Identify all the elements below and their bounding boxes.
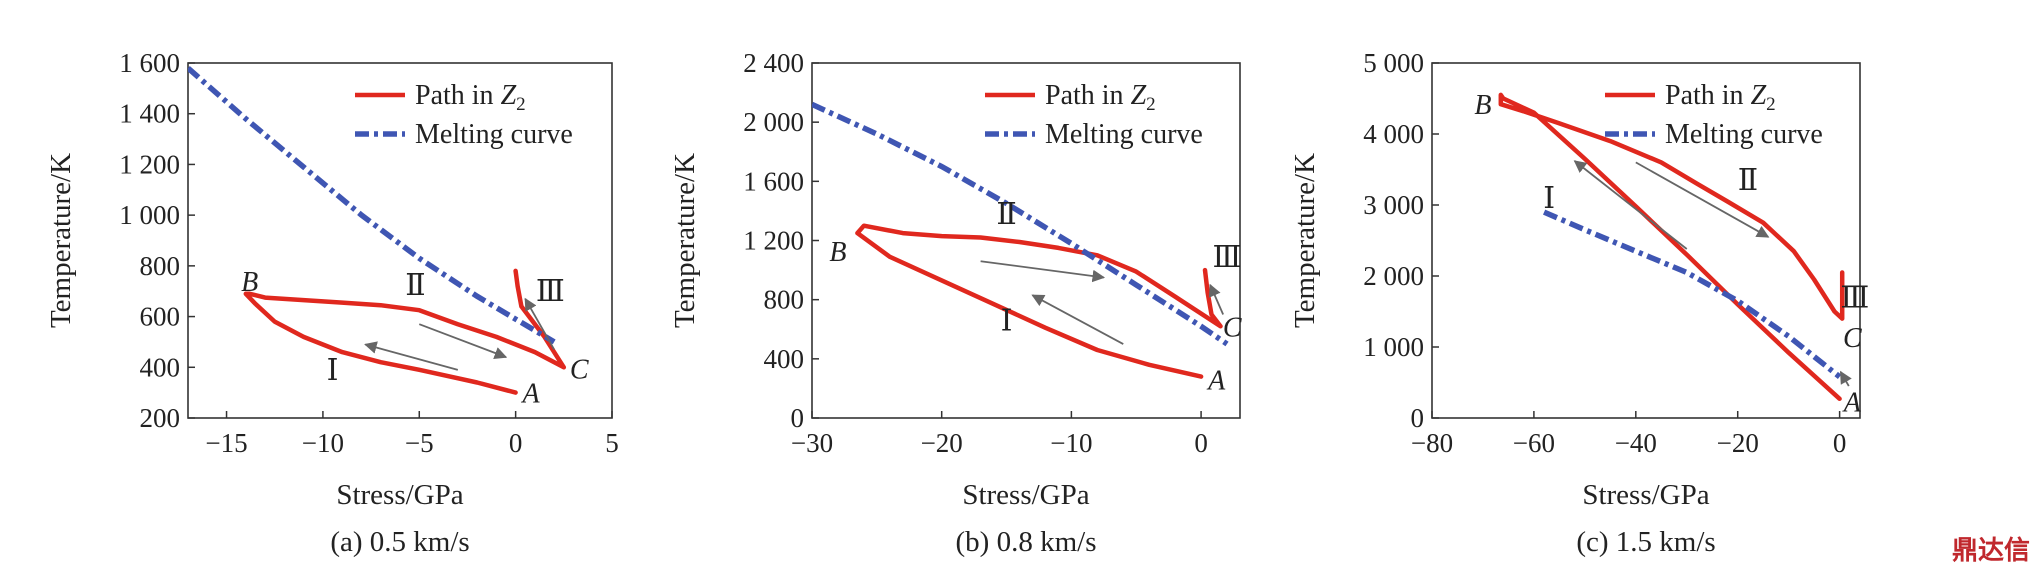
x-tick-label: −20 — [1717, 428, 1759, 458]
y-tick-label: 2 000 — [743, 107, 804, 137]
panel-caption: (c) 1.5 km/s — [1576, 526, 1715, 558]
panel-caption: (b) 0.8 km/s — [956, 526, 1097, 558]
direction-arrow — [524, 297, 555, 350]
x-tick-label: −15 — [205, 428, 247, 458]
point-label-a: A — [520, 379, 540, 410]
region-label-3: Ⅲ — [1840, 281, 1869, 314]
point-label-a: A — [1842, 388, 1862, 419]
plot-area — [188, 66, 567, 395]
melting-curve-line — [188, 66, 556, 345]
x-tick-label: −20 — [921, 428, 963, 458]
x-tick-label: −10 — [1050, 428, 1092, 458]
legend-path-label: Path in Z2 — [1665, 80, 1776, 115]
y-axis-label: Temperature/K — [669, 153, 701, 328]
x-tick-label: −60 — [1513, 428, 1555, 458]
y-tick-label: 1 400 — [119, 99, 180, 129]
x-axis-label: Stress/GPa — [962, 479, 1089, 511]
y-tick-label: 4 000 — [1363, 119, 1424, 149]
legend-melting-label: Melting curve — [1665, 119, 1823, 150]
x-tick-label: −5 — [405, 428, 434, 458]
y-tick-label: 800 — [140, 251, 181, 281]
y-tick-label: 2 400 — [743, 48, 804, 78]
region-label-3: Ⅲ — [536, 275, 565, 308]
panel-c: −80 −60 −40 −20 0 0 1 000 2 000 3 000 4 000 5 000 S… — [1289, 48, 1869, 558]
direction-arrow — [1208, 283, 1224, 315]
y-tick-label: 400 — [764, 344, 805, 374]
path-z2-line — [1498, 92, 1845, 402]
region-label-2: Ⅱ — [996, 198, 1016, 231]
point-label-c: C — [570, 355, 589, 386]
direction-arrow — [1031, 294, 1124, 345]
y-tick-label: 400 — [140, 352, 181, 382]
region-label-1: Ⅰ — [1543, 182, 1555, 215]
x-axis-label: Stress/GPa — [336, 479, 463, 511]
plot-frame — [187, 62, 613, 419]
legend-path-label: Path in Z2 — [415, 80, 526, 115]
direction-arrow — [418, 323, 508, 360]
point-label-b: B — [829, 237, 846, 268]
y-tick-label: 5 000 — [1363, 48, 1424, 78]
y-tick-label: 0 — [791, 403, 805, 433]
x-tick-label: 0 — [1833, 428, 1847, 458]
direction-arrow — [364, 341, 459, 371]
logo: 鼎达信 — [1951, 536, 2030, 566]
plot-area — [812, 101, 1229, 379]
direction-arrow — [1573, 160, 1688, 250]
x-tick-label: 0 — [1194, 428, 1208, 458]
legend-melting-label: Melting curve — [1045, 119, 1203, 150]
point-label-b: B — [1474, 90, 1491, 121]
point-label-b: B — [241, 267, 258, 298]
y-tick-label: 3 000 — [1363, 190, 1424, 220]
region-label-3: Ⅲ — [1213, 241, 1242, 274]
x-tick-label: −80 — [1411, 428, 1453, 458]
y-tick-label: 600 — [140, 302, 181, 332]
panel-a: −15 −10 −5 0 5 200 400 600 800 1 000 1 200 1 400 1 6… — [45, 48, 619, 558]
plot-frame — [811, 62, 1241, 419]
point-label-a: A — [1206, 366, 1226, 397]
panel-b: −30 −20 −10 0 0 400 800 1 200 1 600 2 000 2 400 Str… — [669, 48, 1242, 558]
legend-path-label: Path in Z2 — [1045, 80, 1156, 115]
plot-frame — [1431, 62, 1861, 419]
panel-caption: (a) 0.5 km/s — [330, 526, 469, 558]
y-tick-label: 0 — [1411, 403, 1425, 433]
melting-curve-line — [1543, 209, 1842, 379]
y-tick-label: 1 600 — [119, 48, 180, 78]
x-tick-label: −40 — [1615, 428, 1657, 458]
direction-arrow — [1839, 370, 1852, 387]
x-tick-label: 5 — [605, 428, 619, 458]
melting-curve-line — [812, 101, 1229, 347]
plot-area — [1498, 92, 1845, 402]
y-tick-label: 1 000 — [119, 200, 180, 230]
path-z2-line — [855, 223, 1223, 379]
y-tick-label: 1 200 — [743, 226, 804, 256]
y-axis-label: Temperature/K — [45, 153, 77, 328]
y-tick-label: 200 — [140, 403, 181, 433]
direction-arrow — [1635, 161, 1770, 238]
region-label-1: Ⅰ — [327, 354, 339, 387]
y-tick-label: 800 — [764, 285, 805, 315]
y-tick-label: 2 000 — [1363, 261, 1424, 291]
point-label-c: C — [1223, 312, 1242, 343]
x-tick-label: −10 — [302, 428, 344, 458]
y-tick-label: 1 200 — [119, 149, 180, 179]
y-tick-label: 1 600 — [743, 166, 804, 196]
y-tick-label: 1 000 — [1363, 332, 1424, 362]
path-z2-line — [243, 268, 567, 395]
legend-melting-label: Melting curve — [415, 119, 573, 150]
region-label-1: Ⅰ — [1001, 304, 1013, 337]
region-label-2: Ⅱ — [405, 269, 425, 302]
x-axis-label: Stress/GPa — [1582, 479, 1709, 511]
x-tick-label: −30 — [791, 428, 833, 458]
region-label-2: Ⅱ — [1738, 164, 1758, 197]
point-label-c: C — [1843, 323, 1862, 354]
direction-arrow — [980, 260, 1106, 283]
x-tick-label: 0 — [509, 428, 523, 458]
y-axis-label: Temperature/K — [1289, 153, 1321, 328]
